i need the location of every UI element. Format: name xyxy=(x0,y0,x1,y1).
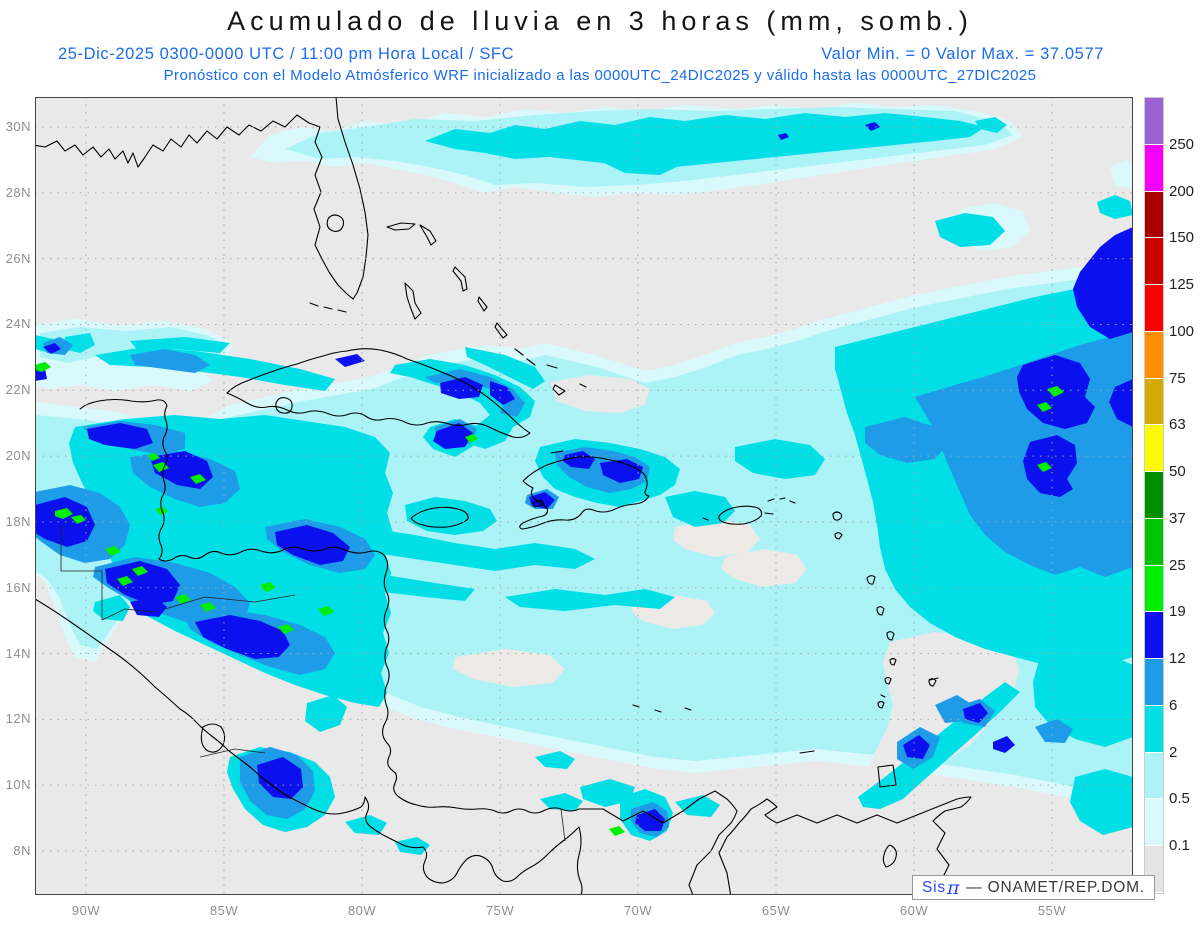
subtitle-row: 25-Dic-2025 0300-0000 UTC / 11:00 pm Hor… xyxy=(58,45,1104,64)
model-init-label: Pronóstico con el Modelo Atmósferico WRF… xyxy=(163,67,1037,84)
colorbar-segment xyxy=(1145,518,1163,566)
hispaniola xyxy=(519,456,650,530)
lat-label-12N: 12N xyxy=(5,711,31,727)
grid-lines xyxy=(35,97,1133,895)
colorbar-segment xyxy=(1145,98,1163,145)
lon-label-70W: 70W xyxy=(623,903,653,918)
lon-label-65W: 65W xyxy=(761,903,791,918)
credit-app-name: Sis xyxy=(922,878,946,896)
colorbar-segment xyxy=(1145,238,1163,285)
lat-label-24N: 24N xyxy=(5,316,31,332)
puerto-rico xyxy=(702,505,774,525)
pi-symbol: π xyxy=(946,876,961,899)
lat-label-8N: 8N xyxy=(13,842,31,858)
colorbar-segment xyxy=(1145,752,1163,800)
colorbar-label-125: 125 xyxy=(1169,276,1195,294)
isle-of-youth xyxy=(275,397,293,414)
credit-org: — ONAMET/REP.DOM. xyxy=(966,878,1145,896)
colorbar-segment xyxy=(1145,331,1163,379)
colorbar-label-63: 63 xyxy=(1169,416,1186,434)
coastlines xyxy=(35,97,972,895)
colorbar-segment xyxy=(1145,285,1163,332)
colorbar-segment xyxy=(1145,705,1163,753)
colorbar-label-75: 75 xyxy=(1169,369,1186,387)
colorbar-label-2: 2 xyxy=(1169,743,1178,761)
florida-keys xyxy=(309,302,347,313)
lon-label-55W: 55W xyxy=(1037,903,1067,918)
rain-level-19 xyxy=(35,362,1064,836)
plot-frame xyxy=(35,97,1133,895)
colorbar-segment xyxy=(1145,378,1163,426)
colorbar-label-150: 150 xyxy=(1169,229,1195,247)
page-title: Acumulado de lluvia en 3 horas (mm, somb… xyxy=(227,6,973,36)
lat-label-10N: 10N xyxy=(5,777,31,793)
colorbar-label-200: 200 xyxy=(1169,182,1195,200)
lon-label-60W: 60W xyxy=(899,903,929,918)
pacific-coast xyxy=(35,598,583,895)
bahamas-islands xyxy=(386,222,587,396)
colorbar-label-250: 250 xyxy=(1169,135,1195,153)
colorbar-segment xyxy=(1145,612,1163,659)
colorbar-segment xyxy=(1145,565,1163,613)
colorbar-label-25: 25 xyxy=(1169,556,1186,574)
lat-label-22N: 22N xyxy=(5,382,31,398)
rain-level-12 xyxy=(35,122,1133,831)
valid-time-label: 25-Dic-2025 0300-0000 UTC / 11:00 pm Hor… xyxy=(58,45,515,63)
lesser-antilles xyxy=(767,497,937,709)
colorbar-segment xyxy=(1145,799,1163,846)
lat-label-14N: 14N xyxy=(5,645,31,661)
lat-label-18N: 18N xyxy=(5,513,31,529)
colorbar xyxy=(1144,97,1164,894)
colorbar-label-19: 19 xyxy=(1169,603,1186,621)
credit-box: Sis π — ONAMET/REP.DOM. xyxy=(912,875,1155,900)
lat-label-16N: 16N xyxy=(5,579,31,595)
colorbar-label-12: 12 xyxy=(1169,650,1186,668)
colorbar-label-37: 37 xyxy=(1169,509,1186,527)
colorbar-label-0.5: 0.5 xyxy=(1169,790,1190,808)
jamaica xyxy=(410,506,469,528)
map-plot-area xyxy=(35,97,1133,895)
lat-label-20N: 20N xyxy=(5,448,31,464)
colorbar-segment xyxy=(1145,659,1163,706)
colorbar-label-100: 100 xyxy=(1169,322,1195,340)
trinidad-tobago-abc-islands xyxy=(632,677,939,788)
cuba xyxy=(226,348,531,439)
gonave-tortue xyxy=(532,450,564,508)
colorbar-segment xyxy=(1145,472,1163,519)
lake-okeechobee xyxy=(326,214,345,232)
colorbar-segment xyxy=(1145,425,1163,472)
lake-nicaragua xyxy=(200,723,226,753)
lon-label-80W: 80W xyxy=(347,903,377,918)
lat-label-26N: 26N xyxy=(5,250,31,266)
colorbar-label-50: 50 xyxy=(1169,463,1186,481)
lat-label-28N: 28N xyxy=(5,184,31,200)
min-max-values: Valor Min. = 0 Valor Max. = 37.0577 xyxy=(821,45,1104,63)
lon-label-75W: 75W xyxy=(485,903,515,918)
orinoco-delta xyxy=(882,844,897,868)
gulf-coast-florida xyxy=(35,97,369,300)
country-borders xyxy=(60,525,566,842)
central-america-south-america-coast xyxy=(79,398,972,895)
lat-label-30N: 30N xyxy=(5,119,31,134)
lon-label-90W: 90W xyxy=(71,903,101,918)
colorbar-segment xyxy=(1145,144,1163,192)
map-canvas xyxy=(35,97,1133,895)
colorbar-label-6: 6 xyxy=(1169,696,1178,714)
lon-label-85W: 85W xyxy=(209,903,239,918)
colorbar-label-0.1: 0.1 xyxy=(1169,837,1190,855)
colorbar-segment xyxy=(1145,191,1163,239)
